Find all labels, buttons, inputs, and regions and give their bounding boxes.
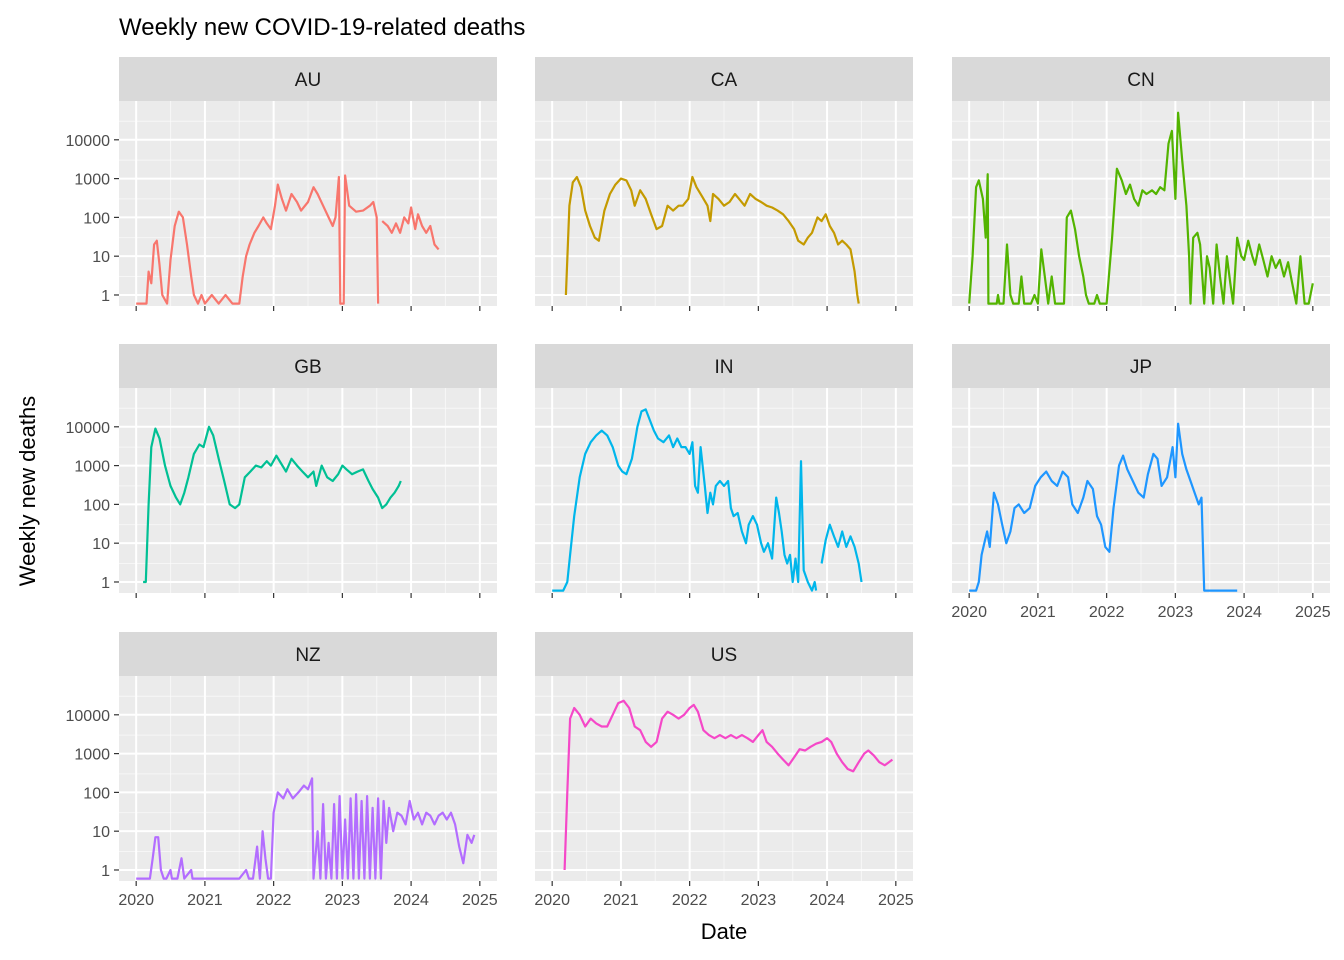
y-tick-label: 1000	[74, 172, 110, 189]
x-tick-label: 2023	[1158, 604, 1194, 621]
facet-strip	[952, 344, 1330, 388]
series-line-au	[136, 174, 440, 305]
y-tick-label: 100	[83, 785, 110, 802]
facet-label: IN	[715, 357, 734, 378]
x-tick-label: 2020	[951, 604, 987, 621]
panel-ca: CA	[535, 57, 913, 311]
facet-strip	[535, 632, 913, 676]
y-tick-label: 10000	[66, 420, 111, 437]
x-tick-label: 2021	[187, 892, 223, 909]
facet-strip	[119, 57, 497, 101]
panel-in: IN	[535, 344, 913, 598]
y-tick-label: 10	[92, 824, 110, 841]
facet-strip	[119, 632, 497, 676]
x-tick-label: 2023	[325, 892, 361, 909]
x-tick-label: 2024	[1226, 604, 1262, 621]
facet-label: CN	[1127, 70, 1154, 91]
x-tick-label: 2025	[462, 892, 498, 909]
panel-jp: JP 2020 2021 2022 2023 2024 2025	[951, 344, 1331, 621]
panel-gb: GB 1 10 100 1000 10000	[66, 344, 497, 598]
facet-label: CA	[711, 70, 738, 91]
x-tick-label: 2021	[603, 892, 639, 909]
series-line-cn	[968, 111, 1314, 305]
x-tick-label: 2022	[672, 892, 708, 909]
x-tick-label: 2022	[256, 892, 292, 909]
y-tick-label: 1	[101, 863, 110, 880]
y-tick-label: 1000	[74, 747, 110, 764]
panel-au: AU 1 10 100 1000 10000	[66, 57, 497, 311]
series-line-gb	[143, 425, 402, 584]
facet-label: US	[711, 645, 737, 666]
panel-us: US 2020 2021 2022 2023 2024 2025	[534, 632, 914, 909]
facet-label: JP	[1130, 357, 1152, 378]
x-axis-label: Date	[701, 919, 747, 944]
x-tick-label: 2021	[1020, 604, 1056, 621]
y-tick-label: 10	[92, 536, 110, 553]
y-tick-label: 100	[83, 497, 110, 514]
facet-label: AU	[295, 70, 321, 91]
series-line-in	[552, 408, 863, 592]
y-tick-label: 10000	[66, 133, 111, 150]
y-tick-label: 100	[83, 210, 110, 227]
x-tick-label: 2022	[1089, 604, 1125, 621]
x-tick-label: 2024	[393, 892, 429, 909]
x-tick-label: 2020	[118, 892, 154, 909]
facet-strip	[535, 344, 913, 388]
panel-nz: NZ 1 10 100 1000 10000 2020 2021 2022 2023 2024 202…	[66, 632, 498, 909]
facet-strip	[535, 57, 913, 101]
series-line-nz	[136, 777, 476, 880]
panel-cn: CN	[952, 57, 1330, 311]
series-line-jp	[969, 422, 1238, 592]
y-tick-label: 10000	[66, 708, 111, 725]
x-tick-label: 2024	[809, 892, 845, 909]
facet-panels: AU 1 10 100 1000 10000 CA CN GB 1 10 100 1000 10000 IN…	[66, 57, 1331, 909]
facet-label: NZ	[295, 645, 321, 666]
x-tick-label: 2025	[1295, 604, 1331, 621]
facet-strip	[952, 57, 1330, 101]
y-tick-label: 1000	[74, 459, 110, 476]
facet-strip	[119, 344, 497, 388]
series-line-ca	[564, 175, 860, 304]
x-tick-label: 2023	[741, 892, 777, 909]
facet-label: GB	[294, 357, 321, 378]
y-tick-label: 1	[101, 575, 110, 592]
series-line-us	[563, 699, 894, 871]
x-tick-label: 2020	[534, 892, 570, 909]
chart-title: Weekly new COVID-19-related deaths	[119, 14, 525, 41]
y-tick-label: 1	[101, 288, 110, 305]
y-tick-label: 10	[92, 249, 110, 266]
x-tick-label: 2025	[878, 892, 914, 909]
y-axis-label: Weekly new deaths	[15, 396, 40, 586]
